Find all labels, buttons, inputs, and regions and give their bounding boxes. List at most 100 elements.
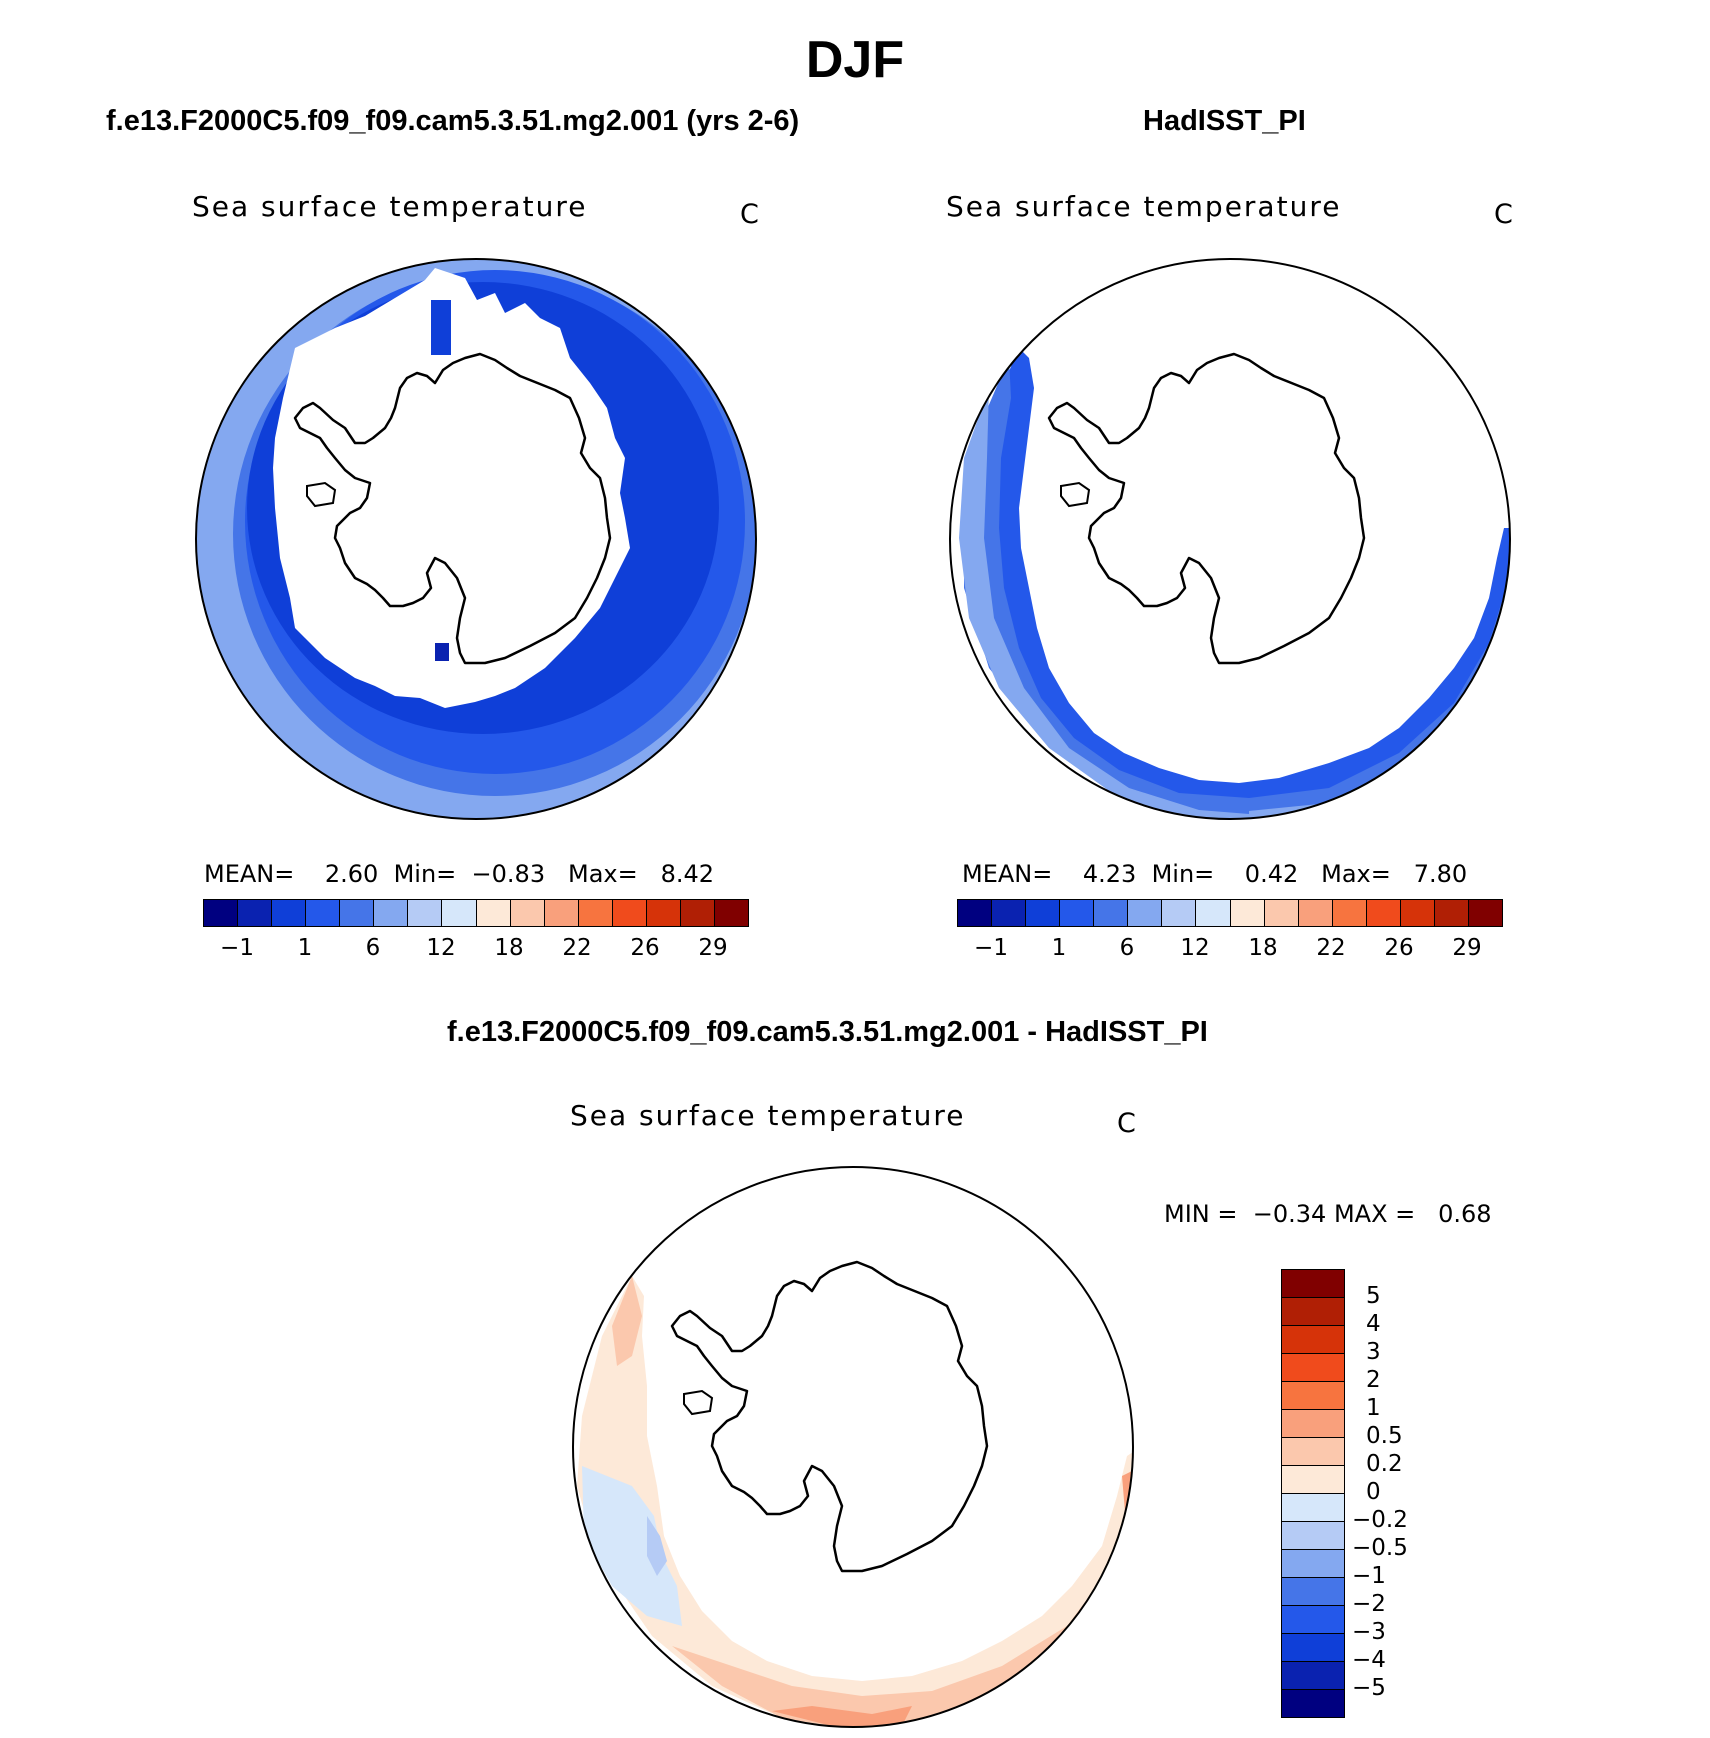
obs-colorbar-swatch <box>1060 900 1095 926</box>
obs-colorbar-swatch <box>1264 900 1299 926</box>
model-colorbar-swatch <box>646 900 681 926</box>
obs-min-label: Min= <box>1151 860 1215 888</box>
obs-colorbar-tick-label: 22 <box>1316 935 1346 961</box>
diff-stats-line: MIN = −0.34 MAX = 0.68 <box>1164 1200 1492 1228</box>
diff-min-label: MIN = <box>1164 1200 1238 1228</box>
diff-max-value: 0.68 <box>1438 1200 1492 1228</box>
model-colorbar-swatch <box>238 900 273 926</box>
diff-colorbar-tick-label: 0 <box>1366 1479 1381 1505</box>
obs-mean-label: MEAN= <box>962 860 1053 888</box>
diff-colorbar-swatch <box>1282 1438 1344 1466</box>
diff-colorbar-tick-label: −2 <box>1352 1591 1386 1617</box>
diff-colorbar-swatch <box>1282 1298 1344 1326</box>
obs-colorbar-tick-label: 6 <box>1119 935 1135 961</box>
diff-colorbar-swatch <box>1282 1522 1344 1550</box>
model-antarctica-coastline <box>293 352 612 665</box>
diff-colorbar-tick-label: 3 <box>1366 1339 1381 1365</box>
diff-colorbar-tick-label: 5 <box>1366 1283 1381 1309</box>
obs-antarctica-coastline <box>1047 352 1366 665</box>
obs-colorbar-ticks: −1 1 6 12 18 22 26 29 <box>957 935 1501 965</box>
diff-colorbar-swatch <box>1282 1466 1344 1494</box>
diff-colorbar-swatch <box>1282 1494 1344 1522</box>
diff-colorbar-tick-label: 0.5 <box>1366 1423 1403 1449</box>
diff-colorbar-ticks: 5 4 3 2 1 0.5 0.2 0 −0.2 −0.5 −1 −2 −3 −4 −5 <box>1352 1269 1442 1717</box>
obs-colorbar-swatch <box>1026 900 1061 926</box>
diff-colorbar-tick-label: −5 <box>1352 1675 1386 1701</box>
model-colorbar-tick-label: 1 <box>297 935 313 961</box>
obs-panel-title: HadISST_PI <box>1143 105 1306 137</box>
obs-colorbar-swatch <box>1298 900 1333 926</box>
model-colorbar-swatch <box>340 900 375 926</box>
diff-variable-label: Sea surface temperature <box>570 1099 966 1132</box>
diff-colorbar-tick-label: 4 <box>1366 1311 1381 1337</box>
obs-ocean-cold-band <box>964 348 1510 818</box>
model-colorbar-tick-label: 12 <box>426 935 456 961</box>
diff-panel-title: f.e13.F2000C5.f09_f09.cam5.3.51.mg2.001 … <box>447 1016 1208 1048</box>
model-panel-title: f.e13.F2000C5.f09_f09.cam5.3.51.mg2.001 … <box>106 105 800 137</box>
model-min-value: −0.83 <box>471 860 546 888</box>
diff-colorbar-tick-label: −0.5 <box>1352 1535 1408 1561</box>
model-colorbar-swatch <box>204 900 239 926</box>
model-mean-value: 2.60 <box>324 860 379 888</box>
obs-colorbar-swatch <box>1128 900 1163 926</box>
model-mean-label: MEAN= <box>204 860 295 888</box>
diff-colorbar-tick-label: −3 <box>1352 1619 1386 1645</box>
model-ice-gap <box>431 300 451 355</box>
diff-max-label: MAX = <box>1333 1200 1416 1228</box>
model-max-value: 8.42 <box>660 860 715 888</box>
diff-min-value: −0.34 <box>1252 1200 1327 1228</box>
obs-colorbar-swatch <box>1400 900 1435 926</box>
obs-colorbar-tick-label: 18 <box>1248 935 1278 961</box>
diff-colorbar-swatch <box>1282 1410 1344 1438</box>
diff-colorbar <box>1281 1269 1345 1718</box>
obs-colorbar-swatch <box>958 900 993 926</box>
model-colorbar-swatch <box>306 900 341 926</box>
obs-max-label: Max= <box>1321 860 1391 888</box>
obs-colorbar-swatch <box>1230 900 1265 926</box>
diff-colorbar-tick-label: −0.2 <box>1352 1507 1408 1533</box>
diff-colorbar-swatch <box>1282 1270 1344 1298</box>
obs-mean-value: 4.23 <box>1082 860 1137 888</box>
diff-colorbar-swatch <box>1282 1690 1344 1717</box>
diff-negative-core <box>647 1516 667 1576</box>
diff-positive-core <box>772 1706 912 1726</box>
model-cold-pocket <box>435 643 449 661</box>
obs-colorbar-swatch <box>1434 900 1469 926</box>
obs-variable-label: Sea surface temperature <box>946 190 1342 223</box>
obs-colorbar-swatch <box>1468 900 1502 926</box>
diff-units-label: C <box>1117 1108 1136 1139</box>
obs-colorbar-swatch <box>1366 900 1401 926</box>
model-max-label: Max= <box>567 860 638 888</box>
model-colorbar-tick-label: 6 <box>365 935 381 961</box>
diff-colorbar-swatch <box>1282 1354 1344 1382</box>
model-colorbar <box>203 899 749 927</box>
model-stats-line: MEAN= 2.60 Min= −0.83 Max= 8.42 <box>204 860 714 888</box>
diff-colorbar-swatch <box>1282 1662 1344 1690</box>
model-colorbar-ticks: −1 1 6 12 18 22 26 29 <box>203 935 747 965</box>
diff-negative-region <box>582 1466 682 1626</box>
diff-colorbar-tick-label: 2 <box>1366 1367 1381 1393</box>
model-colorbar-swatch <box>578 900 613 926</box>
model-colorbar-swatch <box>680 900 715 926</box>
model-colorbar-swatch <box>714 900 748 926</box>
model-colorbar-swatch <box>408 900 443 926</box>
model-min-label: Min= <box>393 860 457 888</box>
obs-colorbar-swatch <box>992 900 1027 926</box>
model-colorbar-swatch <box>476 900 511 926</box>
diff-ross-ice-shelf <box>683 1389 714 1416</box>
obs-min-value: 0.42 <box>1244 860 1299 888</box>
obs-colorbar-swatch <box>1332 900 1367 926</box>
model-colorbar-swatch <box>612 900 647 926</box>
obs-colorbar-tick-label: 29 <box>1452 935 1482 961</box>
model-units-label: C <box>740 199 759 230</box>
diff-colorbar-tick-label: −4 <box>1352 1647 1386 1673</box>
diff-colorbar-swatch <box>1282 1550 1344 1578</box>
obs-colorbar-swatch <box>1196 900 1231 926</box>
figure-title: DJF <box>805 31 905 89</box>
obs-colorbar-swatch <box>1162 900 1197 926</box>
diff-colorbar-swatch <box>1282 1634 1344 1662</box>
model-colorbar-tick-label: 29 <box>698 935 728 961</box>
obs-max-value: 7.80 <box>1413 860 1468 888</box>
model-map-border <box>195 258 757 820</box>
model-colorbar-swatch <box>510 900 545 926</box>
